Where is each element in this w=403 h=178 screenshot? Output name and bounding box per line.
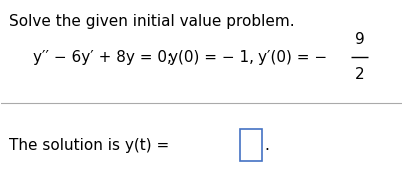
Text: y′(0) = −: y′(0) = − <box>258 50 327 65</box>
Text: y(0) = − 1,: y(0) = − 1, <box>170 50 254 65</box>
Text: .: . <box>265 138 270 153</box>
Text: y′′ − 6y′ + 8y = 0;: y′′ − 6y′ + 8y = 0; <box>33 50 172 65</box>
Text: The solution is y(t) =: The solution is y(t) = <box>9 138 170 153</box>
FancyBboxPatch shape <box>239 129 262 161</box>
Text: 2: 2 <box>355 67 364 82</box>
Text: 9: 9 <box>355 32 364 48</box>
Text: Solve the given initial value problem.: Solve the given initial value problem. <box>9 14 295 29</box>
